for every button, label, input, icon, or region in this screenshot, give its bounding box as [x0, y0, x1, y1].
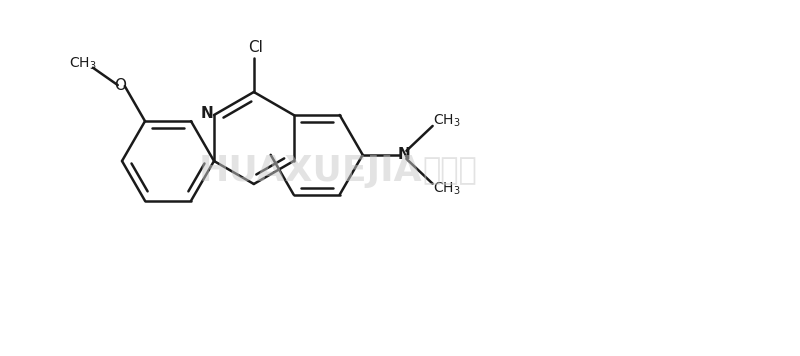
- Text: Cl: Cl: [248, 40, 263, 55]
- Text: HUAXUEJIA: HUAXUEJIA: [198, 154, 422, 188]
- Text: CH$_3$: CH$_3$: [433, 113, 461, 129]
- Text: CH$_3$: CH$_3$: [433, 180, 461, 197]
- Text: O: O: [114, 78, 126, 93]
- Text: N: N: [398, 147, 410, 162]
- Text: N: N: [201, 105, 214, 120]
- Text: CH$_3$: CH$_3$: [69, 56, 97, 72]
- Text: 化学加: 化学加: [422, 157, 478, 185]
